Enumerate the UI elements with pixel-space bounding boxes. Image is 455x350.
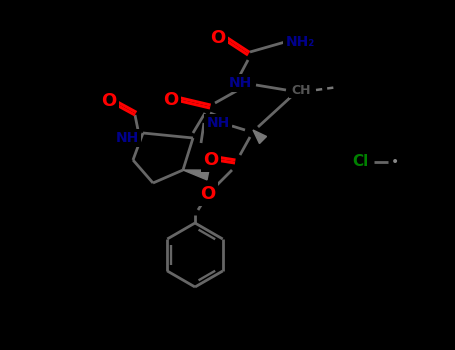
Text: NH: NH [228,76,252,90]
Text: NH: NH [116,131,139,145]
Text: O: O [101,92,116,110]
Text: •: • [391,155,399,169]
Text: Cl: Cl [352,154,368,169]
Polygon shape [183,170,209,180]
Text: O: O [200,185,216,203]
Text: NH₂: NH₂ [285,35,314,49]
Polygon shape [253,130,267,144]
Text: CH: CH [291,84,311,97]
Text: O: O [203,151,218,169]
Text: O: O [210,29,226,47]
Text: NH: NH [207,116,230,130]
Text: O: O [163,91,179,109]
